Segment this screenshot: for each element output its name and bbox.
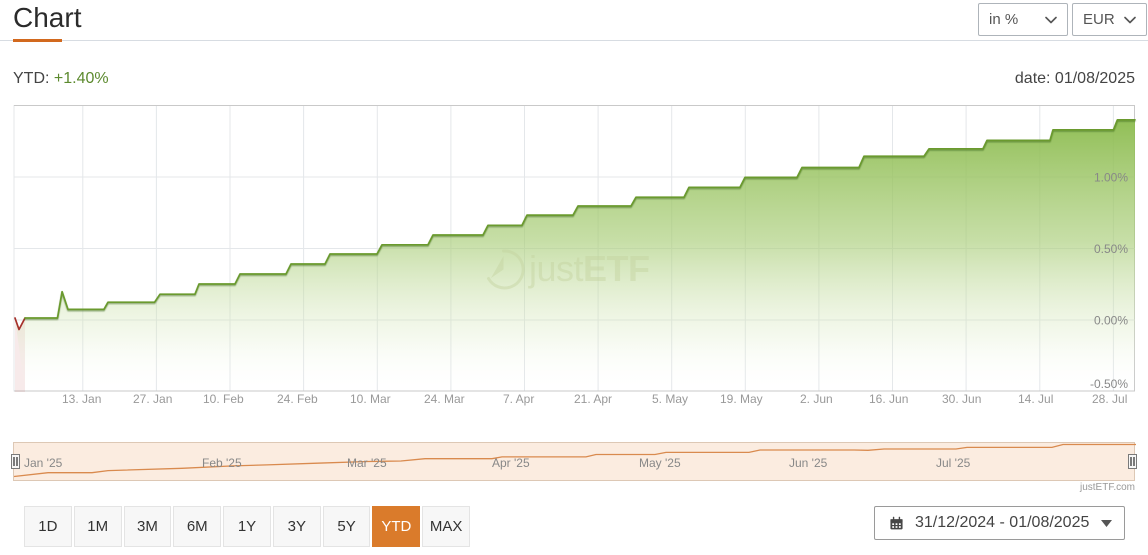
svg-text:0.50%: 0.50% [1094,242,1128,256]
svg-text:0.00%: 0.00% [1094,314,1128,328]
svg-text:-0.50%: -0.50% [1090,377,1128,391]
svg-text:1.00%: 1.00% [1094,171,1128,185]
